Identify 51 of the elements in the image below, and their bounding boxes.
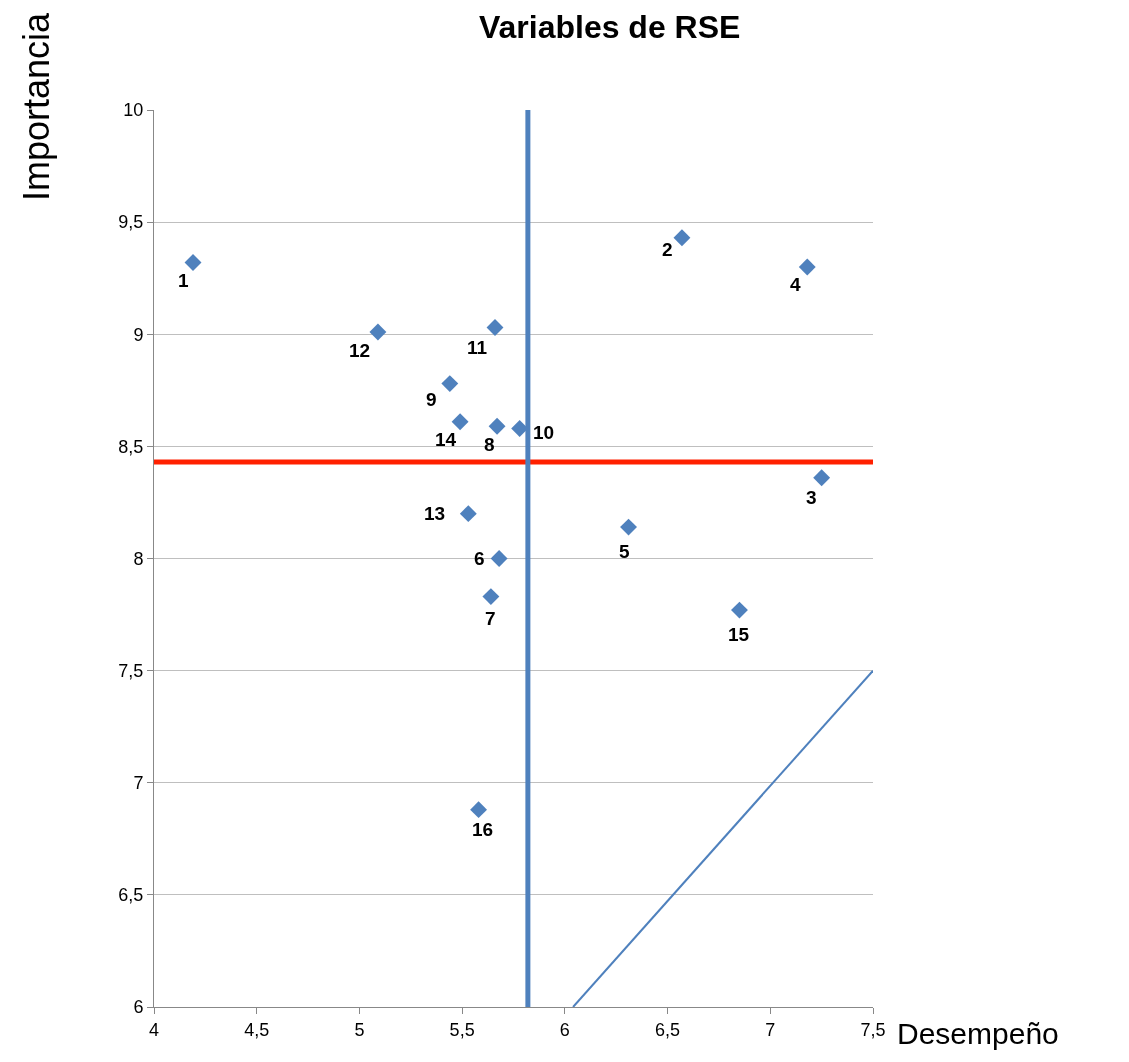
x-tick-label: 4,5 bbox=[244, 1019, 270, 1040]
annotation: 6 bbox=[474, 548, 485, 569]
point bbox=[369, 323, 387, 341]
x-tick-label: 7 bbox=[765, 1019, 776, 1040]
y-tick-label: 6,5 bbox=[118, 885, 144, 906]
annotation: 2 bbox=[662, 239, 673, 260]
point bbox=[184, 254, 202, 271]
annotation: 13 bbox=[424, 503, 446, 524]
point bbox=[731, 601, 748, 619]
point bbox=[459, 505, 477, 523]
annotation: 11 bbox=[467, 337, 488, 358]
y-tick-label: 7 bbox=[133, 773, 144, 794]
annotation: 15 bbox=[728, 624, 750, 645]
point bbox=[488, 417, 506, 435]
y-tick-label: 6 bbox=[133, 997, 144, 1018]
y-tick-label: 9,5 bbox=[118, 212, 144, 233]
y-tick-label: 8,5 bbox=[118, 436, 144, 457]
annotation: 3 bbox=[806, 487, 817, 508]
point bbox=[482, 588, 500, 606]
annotation: 16 bbox=[472, 819, 494, 840]
annotation: 14 bbox=[435, 429, 457, 450]
y-axis-title: Importancia bbox=[16, 11, 57, 201]
point bbox=[673, 229, 691, 247]
annotation: 4 bbox=[790, 274, 801, 295]
annotation: 5 bbox=[619, 541, 630, 562]
x-tick-label: 5,5 bbox=[449, 1019, 475, 1040]
x-tick-label: 4 bbox=[148, 1019, 160, 1040]
x-tick-label: 7,5 bbox=[860, 1019, 886, 1040]
x-tick-label: 6 bbox=[559, 1019, 570, 1040]
annotation: 1 bbox=[178, 270, 189, 291]
x-tick-label: 6,5 bbox=[655, 1019, 681, 1040]
annotation: 7 bbox=[485, 608, 496, 629]
point bbox=[470, 801, 488, 819]
annotation: 8 bbox=[484, 434, 495, 455]
y-tick-label: 8 bbox=[133, 548, 144, 569]
point bbox=[486, 319, 504, 336]
x-tick-label: 5 bbox=[354, 1019, 365, 1040]
point bbox=[441, 375, 459, 393]
point bbox=[490, 550, 508, 567]
y-tick-label: 7,5 bbox=[118, 660, 144, 681]
point bbox=[813, 469, 831, 487]
point bbox=[798, 258, 816, 276]
annotation: 9 bbox=[426, 389, 437, 410]
annotation: 12 bbox=[349, 340, 371, 361]
chart-title: Variables de RSE bbox=[478, 9, 741, 46]
y-tick-label: 9 bbox=[133, 324, 144, 345]
annotation: 10 bbox=[533, 422, 555, 443]
point bbox=[620, 518, 637, 536]
point bbox=[451, 413, 469, 431]
x-axis-title: Desempeño bbox=[897, 1017, 1059, 1050]
y-tick-label: 10 bbox=[123, 100, 144, 121]
